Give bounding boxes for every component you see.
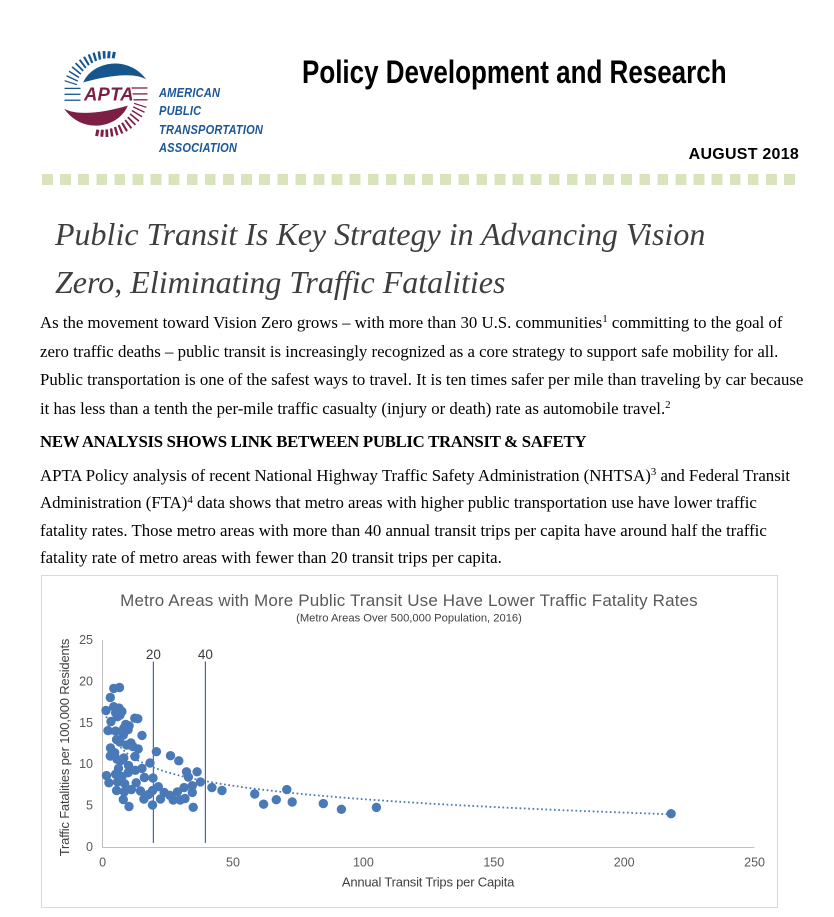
- svg-text:200: 200: [614, 856, 635, 870]
- svg-text:20: 20: [79, 674, 93, 688]
- svg-text:100: 100: [353, 856, 374, 870]
- svg-text:50: 50: [226, 856, 240, 870]
- svg-text:Traffic Fatalities per 100,000: Traffic Fatalities per 100,000 Residents: [57, 638, 72, 856]
- svg-text:0: 0: [99, 856, 106, 870]
- svg-text:0: 0: [86, 840, 93, 854]
- svg-text:10: 10: [79, 757, 93, 771]
- svg-text:20: 20: [146, 647, 161, 662]
- svg-text:(Metro Areas Over 500,000 Popu: (Metro Areas Over 500,000 Population, 20…: [296, 613, 522, 625]
- svg-text:Annual Transit Trips per Capit: Annual Transit Trips per Capita: [342, 875, 515, 890]
- svg-text:40: 40: [198, 647, 213, 662]
- svg-text:25: 25: [79, 633, 93, 647]
- svg-text:Metro Areas with More Public T: Metro Areas with More Public Transit Use…: [120, 591, 698, 610]
- svg-text:5: 5: [86, 799, 93, 813]
- svg-text:250: 250: [744, 856, 765, 870]
- svg-text:150: 150: [483, 856, 504, 870]
- svg-text:15: 15: [79, 716, 93, 730]
- svg-text:APTA: APTA: [83, 84, 134, 105]
